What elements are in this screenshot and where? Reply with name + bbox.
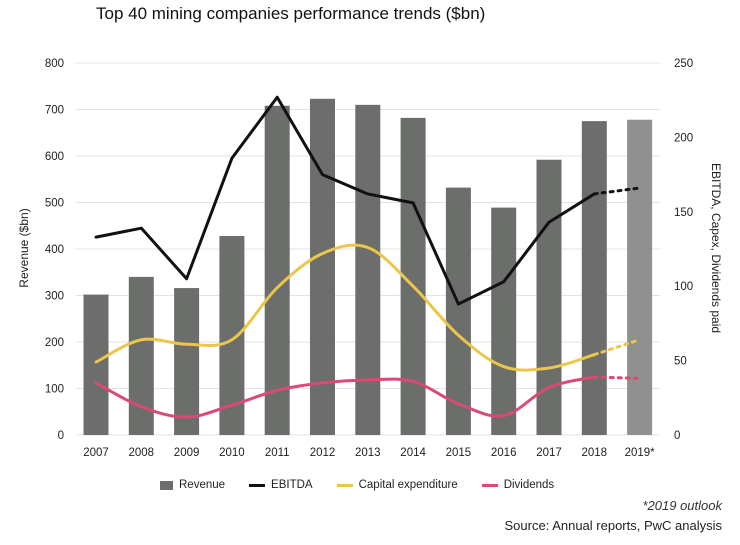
x-tick: 2019* bbox=[625, 447, 656, 459]
bar-revenue-2019 bbox=[627, 119, 653, 435]
bar-revenue-2017 bbox=[536, 159, 562, 435]
y-left-tick: 500 bbox=[45, 198, 64, 210]
x-tick: 2007 bbox=[83, 447, 109, 459]
line-capital-expenditure bbox=[94, 243, 596, 372]
bar-revenue-2016 bbox=[491, 207, 517, 435]
x-tick: 2014 bbox=[400, 447, 426, 459]
legend-item-capex: Capital expenditure bbox=[336, 479, 458, 491]
bar-revenue-2012 bbox=[310, 98, 335, 436]
x-tick: 2009 bbox=[174, 447, 200, 459]
legend-label-capex: Capital expenditure bbox=[358, 479, 458, 491]
x-tick: 2008 bbox=[129, 447, 155, 459]
legend-label-ebitda: EBITDA bbox=[271, 479, 313, 491]
legend-swatch-ebitda bbox=[249, 483, 266, 487]
legend-item-dividends: Dividends bbox=[481, 479, 555, 491]
x-tick: 2017 bbox=[536, 447, 562, 459]
y-axis-left-label: Revenue ($bn) bbox=[17, 208, 31, 287]
y-left-tick: 300 bbox=[45, 291, 64, 303]
x-tick: 2010 bbox=[219, 447, 245, 459]
bar-revenue-2018 bbox=[581, 121, 607, 435]
x-tick: 2015 bbox=[446, 447, 472, 459]
axis-ticks: 0 100 200 300 400 500 600 700 800 0 50 100 150 200 250… bbox=[45, 58, 693, 459]
bar-series-revenue bbox=[83, 98, 653, 436]
legend-label-dividends: Dividends bbox=[503, 479, 555, 491]
line-capital-expenditure-outlook bbox=[592, 338, 642, 357]
bar-revenue-2007 bbox=[83, 294, 109, 435]
line-dividends bbox=[94, 375, 596, 419]
legend-label-revenue: Revenue bbox=[179, 479, 226, 491]
y-left-tick: 700 bbox=[45, 105, 64, 117]
x-tick: 2016 bbox=[491, 447, 517, 459]
x-tick: 2012 bbox=[310, 447, 336, 459]
source-note: Source: Annual reports, PwC analysis bbox=[504, 518, 723, 533]
x-tick: 2011 bbox=[265, 447, 290, 459]
bar-revenue-2009 bbox=[174, 288, 200, 435]
outlook-note: *2019 outlook bbox=[642, 498, 722, 513]
y-left-tick: 800 bbox=[45, 58, 64, 70]
legend-swatch-capex bbox=[336, 483, 353, 487]
legend: Revenue EBITDA Capital expenditure Divid… bbox=[160, 479, 554, 491]
legend-item-ebitda: EBITDA bbox=[249, 479, 313, 491]
chart-title: Top 40 mining companies performance tren… bbox=[96, 4, 486, 23]
y-right-tick: 100 bbox=[674, 281, 693, 293]
line-series bbox=[94, 95, 642, 419]
x-tick: 2018 bbox=[582, 447, 608, 459]
y-right-tick: 50 bbox=[674, 356, 687, 368]
y-left-tick: 400 bbox=[45, 244, 64, 256]
line-ebitda-outlook bbox=[592, 186, 642, 196]
legend-swatch-revenue bbox=[160, 480, 173, 490]
y-right-tick: 200 bbox=[674, 132, 693, 144]
y-right-tick: 250 bbox=[674, 58, 693, 70]
legend-item-revenue: Revenue bbox=[160, 479, 225, 491]
y-left-tick: 0 bbox=[58, 430, 64, 442]
line-ebitda bbox=[94, 95, 596, 306]
bar-revenue-2013 bbox=[355, 104, 381, 435]
y-left-tick: 200 bbox=[45, 337, 64, 349]
bar-revenue-2011 bbox=[264, 105, 290, 435]
y-left-tick: 600 bbox=[45, 151, 64, 163]
y-right-tick: 150 bbox=[674, 207, 693, 219]
x-tick: 2013 bbox=[355, 447, 381, 459]
y-right-tick: 0 bbox=[674, 430, 680, 442]
line-dividends-outlook bbox=[592, 375, 642, 380]
bar-revenue-2015 bbox=[445, 187, 471, 435]
legend-swatch-dividends bbox=[481, 483, 498, 487]
y-axis-right-label: EBITDA, Capex, Dividends paid bbox=[709, 163, 723, 333]
y-left-tick: 100 bbox=[45, 384, 64, 396]
